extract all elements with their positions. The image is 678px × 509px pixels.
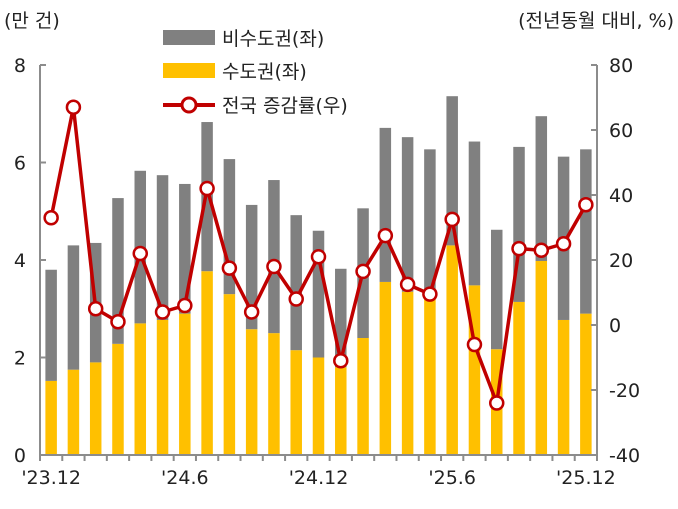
rate-marker [333,353,349,369]
right-tick-label: 80 [609,55,633,77]
bar-non-capital [513,146,525,302]
bar-capital [379,281,392,455]
rate-marker [288,291,304,307]
rate-marker [511,240,527,257]
bar-capital [557,319,570,455]
bar-non-capital [401,137,414,292]
bar-capital [112,343,124,455]
bar-capital [45,380,57,455]
rate-marker [377,227,394,244]
bar-capital [134,323,147,455]
rate-marker [243,304,260,320]
rate-marker [555,236,572,252]
bar-non-capital [424,149,436,299]
x-tick-label: '25.6 [428,467,476,489]
bar-non-capital [335,268,347,368]
bar-non-capital [179,183,191,314]
bar-capital [535,260,548,455]
rate-marker [310,249,327,265]
rate-marker [399,276,416,293]
bar-capital [513,301,525,455]
legend-swatch-capital [163,63,215,78]
right-tick-label: 60 [609,120,633,142]
left-tick-label: 8 [14,55,26,77]
bar-capital [290,350,302,455]
legend-swatch-non-capital [163,30,215,45]
right-axis-unit: (전년동월 대비, %) [518,10,674,32]
right-tick-label: 0 [609,315,621,337]
bar-capital [201,271,213,455]
bar-capital [223,294,236,455]
rate-marker [132,245,149,262]
rate-marker [533,242,550,258]
bar-non-capital [245,204,258,330]
bar-non-capital [67,245,80,370]
bar-capital [89,362,102,455]
rate-marker [578,197,594,213]
rate-marker [154,304,171,320]
rate-marker [110,314,126,330]
bar-capital [179,313,191,455]
rate-marker [355,263,371,280]
right-tick-label: -20 [609,380,640,402]
bar-capital [401,291,414,455]
bar-capital [446,245,458,455]
x-tick-label: '24.12 [289,467,349,489]
bar-non-capital [268,180,280,334]
bar-capital [245,329,258,455]
bar-capital [312,357,325,455]
legend-label-capital: 수도권(좌) [222,61,307,83]
rate-marker [43,210,59,226]
rate-marker [488,395,505,411]
rate-marker [199,180,215,197]
bar-non-capital [446,96,458,246]
bar-capital [156,319,169,455]
rate-marker [65,99,82,115]
rate-marker [466,336,483,353]
bar-capital [268,333,280,455]
bar-capital [580,313,592,455]
x-tick-label: '25.12 [556,467,616,489]
legend-label-non-capital: 비수도권(좌) [222,28,324,50]
right-tick-label: 20 [609,250,633,272]
rate-marker [87,301,104,317]
legend: 비수도권(좌) 수도권(좌) 전국 증감률(우) [163,28,348,117]
rate-marker [422,286,438,302]
rate-marker [444,211,460,228]
bar-capital [468,285,481,455]
rate-marker [221,260,238,276]
bar-non-capital [223,159,236,295]
rate-marker [266,258,282,275]
bar-non-capital [535,116,548,261]
bar-non-capital [112,198,124,344]
left-tick-label: 6 [14,153,26,175]
x-tick-label: '23.12 [21,467,81,489]
bar-non-capital [45,269,57,381]
legend-swatch-rate-marker [180,96,198,114]
bar-capital [424,299,436,455]
left-tick-label: 2 [14,348,26,370]
left-axis-unit: (만 건) [4,10,60,32]
bar-non-capital [312,230,325,358]
bar-capital [67,369,80,455]
bar-non-capital [490,229,503,350]
x-tick-label: '24.6 [161,467,209,489]
bar-non-capital [468,141,481,286]
right-tick-label: 40 [609,185,633,207]
bar-non-capital [156,175,169,320]
legend-label-rate: 전국 증감률(우) [222,95,348,117]
left-tick-label: 0 [14,445,26,467]
rate-marker [177,297,193,314]
bar-capital [335,367,347,455]
bar-capital [357,338,369,455]
right-tick-label: -40 [609,445,640,467]
left-tick-label: 4 [14,250,26,272]
bar-non-capital [379,127,392,282]
bar-non-capital [580,149,592,314]
bar-non-capital [290,215,302,351]
